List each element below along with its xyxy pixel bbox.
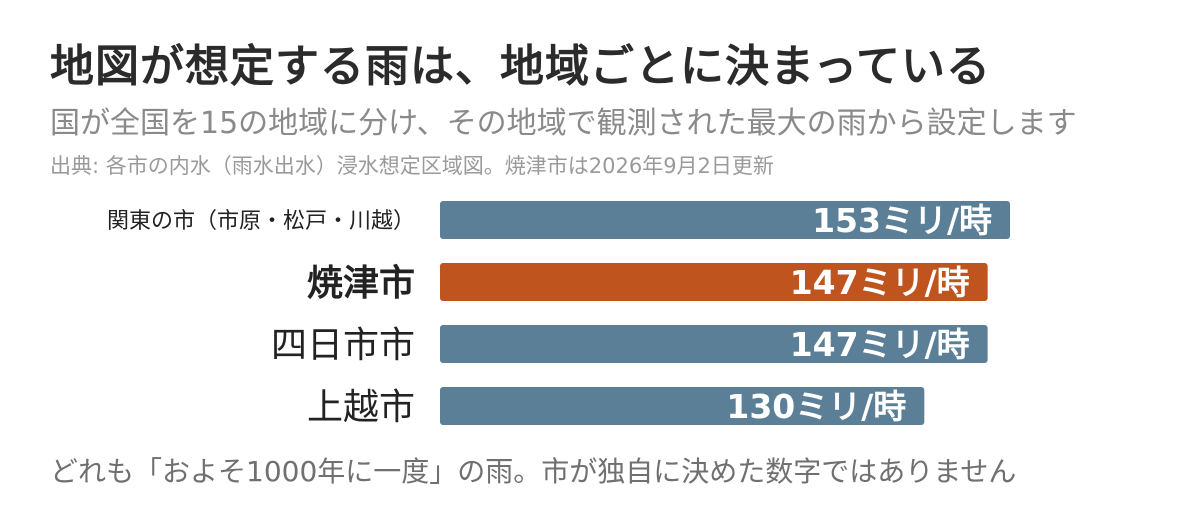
bar-2 xyxy=(440,325,988,363)
chart-title: 地図が想定する雨は、地域ごとに決まっている xyxy=(50,41,992,92)
data-label-0: 153ミリ/時 xyxy=(812,201,992,240)
chart-subtitle: 国が全国を15の地域に分け、その地域で観測された最大の雨から設定します xyxy=(50,106,1077,141)
data-label-1: 147ミリ/時 xyxy=(790,263,970,302)
source-note: 出典: 各市の内水（雨水出水）浸水想定区域図。焼津市は2026年9月2日更新 xyxy=(50,154,774,178)
bar-3 xyxy=(440,387,925,425)
category-label-1: 焼津市 xyxy=(307,263,415,304)
footnote: どれも「およそ1000年に一度」の雨。市が独自に決めた数字ではありません xyxy=(50,455,1017,488)
bar-1 xyxy=(440,263,988,301)
category-label-0: 関東の市（市原・松戸・川越） xyxy=(107,209,415,234)
data-label-3: 130ミリ/時 xyxy=(726,387,906,426)
category-label-3: 上越市 xyxy=(307,387,415,428)
data-label-2: 147ミリ/時 xyxy=(790,325,970,364)
category-label-2: 四日市市 xyxy=(271,325,415,366)
bar-0 xyxy=(440,201,1010,239)
